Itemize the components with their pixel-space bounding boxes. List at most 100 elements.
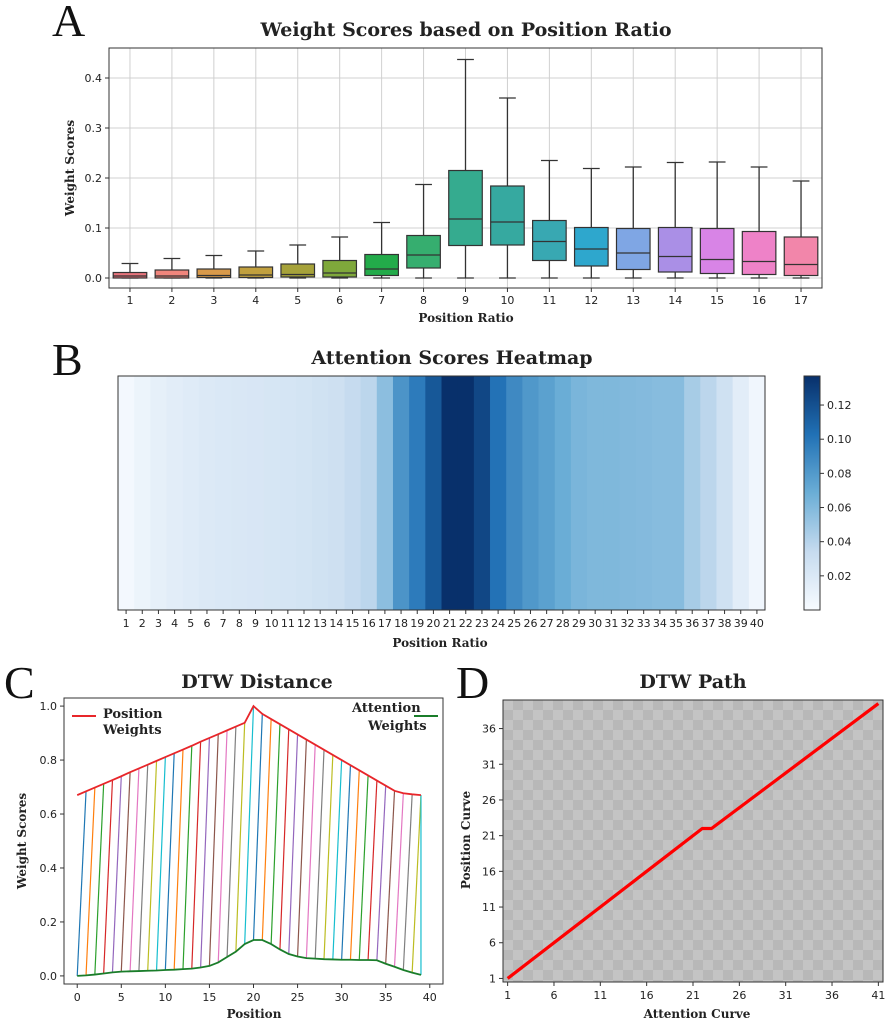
dtw-connection-line: [314, 749, 325, 959]
x-tick-label: 2: [139, 617, 146, 630]
plot-frame: [63, 697, 444, 985]
heatmap-cell-16: [360, 376, 378, 610]
heatmap-cell-33: [635, 376, 653, 610]
box-body: [280, 263, 316, 278]
x-axis-label: Attention Curve: [643, 1007, 751, 1021]
x-tick-label: 10: [265, 617, 279, 630]
x-tick-label: 40: [750, 617, 764, 630]
legend-label-position: Position: [103, 707, 163, 722]
box-body: [699, 227, 735, 275]
dtw-connection-line: [76, 791, 87, 976]
box-4: [238, 250, 274, 279]
y-tick-label: 36: [482, 723, 496, 736]
box-11: [532, 159, 567, 279]
y-tick-label: 0.8: [40, 754, 58, 767]
y-tick-label: 0.1: [85, 222, 103, 235]
heatmap-cell-35: [667, 376, 685, 610]
x-tick-label: 14: [329, 617, 343, 630]
x-tick-label: 15: [346, 617, 360, 630]
box-body: [657, 226, 693, 273]
x-tick-label: 19: [410, 617, 424, 630]
box-17: [783, 180, 819, 279]
dtw-connection-line: [226, 726, 237, 958]
heatmap-cell-7: [215, 376, 232, 610]
x-tick-label: 31: [779, 989, 793, 1002]
box-2: [154, 257, 190, 279]
y-tick-label: 0.4: [85, 72, 103, 85]
dtw-connection-line: [129, 768, 140, 972]
heatmap-cell-4: [166, 376, 184, 610]
x-tick-label: 5: [187, 617, 194, 630]
x-ticks: 1 2 3 4 5 6 7 8 9 10 11 12 13 14 15 16 17 18 19 20 21 22 23 24 2…: [123, 610, 764, 630]
panel-letter-d: D: [456, 657, 489, 708]
dtw-path: [506, 702, 880, 980]
x-tick-label: 17: [378, 617, 392, 630]
x-tick-label: 11: [593, 989, 607, 1002]
legend-label-attention: Attention: [351, 701, 421, 716]
x-tick-label: 12: [584, 294, 598, 307]
dtw-connection-line: [173, 749, 184, 970]
x-tick-label: 1: [123, 617, 130, 630]
x-tick-label: 5: [294, 294, 301, 307]
series-lines: [76, 704, 422, 977]
box-9: [448, 58, 483, 279]
y-tick-label: 0.0: [40, 970, 58, 983]
x-tick-label: 9: [462, 294, 469, 307]
colorbar-tick-label: 0.02: [827, 570, 852, 583]
heatmap-cell-31: [603, 376, 620, 610]
dtw-connection-line: [385, 790, 396, 964]
heatmap-cell-34: [651, 376, 669, 610]
dtw-connection-line: [103, 779, 114, 974]
chart-a-title: Weight Scores based on Position Ratio: [259, 19, 671, 41]
dtw-connection-line: [270, 724, 281, 945]
x-axis-label: Position Ratio: [392, 636, 487, 650]
x-tick-label: 13: [313, 617, 327, 630]
x-tick-label: 4: [252, 294, 259, 307]
dtw-connection-line: [208, 734, 219, 966]
boxes: [112, 58, 819, 279]
box-3: [196, 254, 232, 279]
box-12: [573, 167, 609, 279]
x-tick-label: 39: [734, 617, 748, 630]
heatmap-cell-28: [554, 376, 572, 610]
x-tick-label: 3: [155, 617, 162, 630]
box-14: [657, 161, 693, 279]
box-1: [112, 262, 148, 279]
heatmap-cell-3: [150, 376, 167, 610]
x-tick-label: 15: [202, 991, 216, 1004]
box-body: [154, 269, 190, 279]
x-ticks: 0 5 10 15 20 25 30 35 40: [74, 984, 437, 1004]
box-body: [615, 227, 651, 271]
heatmap-cell-36: [684, 376, 701, 610]
heatmap-cells: [118, 376, 766, 610]
box-8: [406, 183, 441, 279]
x-tick-label: 16: [362, 617, 376, 630]
x-tick-label: 27: [540, 617, 554, 630]
x-tick-label: 6: [550, 989, 557, 1002]
dtw-connection-line: [235, 722, 246, 952]
heatmap-cell-37: [700, 376, 717, 610]
dtw-connection-line: [85, 787, 96, 976]
y-tick-label: 1: [489, 972, 496, 985]
dtw-connection-line: [111, 776, 122, 973]
heatmap-cell-11: [279, 376, 297, 610]
heatmap-cell-9: [247, 376, 264, 610]
heatmap-cell-22: [457, 376, 475, 610]
dtw-connection-line: [155, 757, 166, 971]
dtw-connection-line: [323, 754, 334, 960]
y-tick-label: 0.4: [40, 862, 58, 875]
dtw-connection-line: [252, 713, 263, 941]
heatmap-cell-40: [748, 376, 766, 610]
y-tick-label: 1.0: [40, 700, 58, 713]
x-tick-label: 10: [500, 294, 514, 307]
x-tick-label: 36: [685, 617, 699, 630]
box-10: [490, 97, 525, 279]
heatmap-cell-38: [716, 376, 734, 610]
x-tick-label: 32: [621, 617, 635, 630]
x-tick-label: 33: [637, 617, 651, 630]
chart-d-title: DTW Path: [639, 671, 746, 693]
heatmap-cell-23: [473, 376, 491, 610]
dtw-connection-line: [367, 780, 378, 961]
y-tick-label: 16: [482, 865, 496, 878]
